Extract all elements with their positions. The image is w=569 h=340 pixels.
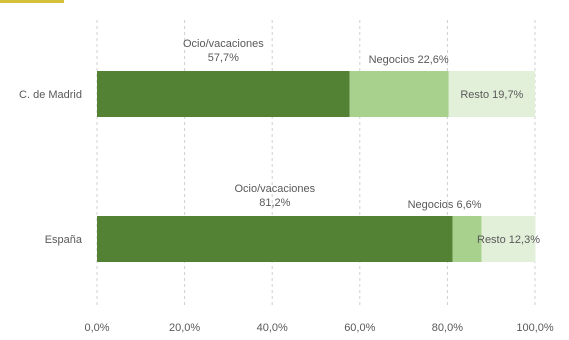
bar-segment xyxy=(448,71,535,117)
bar-segment xyxy=(349,71,449,117)
x-tick-label: 60,0% xyxy=(344,322,375,334)
bar-segment xyxy=(481,216,536,262)
x-tick-label: 0,0% xyxy=(84,322,109,334)
x-tick-label: 100,0% xyxy=(516,322,554,334)
bar-segment xyxy=(97,216,453,262)
x-tick-labels: 0,0% 20,0% 40,0% 60,0% 80,0% 100,0% xyxy=(84,322,553,334)
category-label: España xyxy=(45,234,83,246)
data-label: Resto 12,3% xyxy=(477,234,540,246)
data-label: Resto 19,7% xyxy=(460,89,523,101)
bar-segment xyxy=(452,216,482,262)
bars xyxy=(97,71,536,262)
x-tick-label: 40,0% xyxy=(257,322,288,334)
data-labels: Ocio/vacaciones 57,7% Negocios 22,6% Resto … xyxy=(183,38,540,246)
data-label: Ocio/vacaciones xyxy=(234,183,315,195)
category-labels: C. de Madrid España xyxy=(19,89,83,246)
data-label: 81,2% xyxy=(259,197,290,209)
bar-segment xyxy=(97,71,350,117)
data-label: 57,7% xyxy=(208,52,239,64)
data-label: Ocio/vacaciones xyxy=(183,38,264,50)
x-tick-label: 20,0% xyxy=(169,322,200,334)
data-label: Negocios 22,6% xyxy=(369,54,449,66)
cropped-title-strip xyxy=(0,0,64,3)
data-label: Negocios 6,6% xyxy=(408,199,482,211)
x-tick-label: 80,0% xyxy=(432,322,463,334)
category-label: C. de Madrid xyxy=(19,89,82,101)
